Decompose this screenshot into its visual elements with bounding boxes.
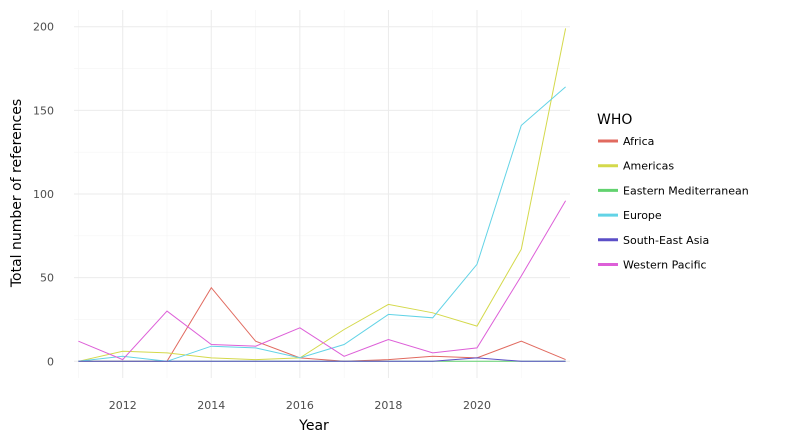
x-tick-label: 2018 <box>374 399 402 412</box>
series-line-americas <box>78 28 567 362</box>
series-line-western-pacific <box>78 200 567 361</box>
x-tick-label: 2016 <box>286 399 314 412</box>
legend: WHO Africa Americas Eastern Mediterranean E… <box>597 112 749 272</box>
legend-label: Europe <box>623 209 662 222</box>
y-tick-label: 150 <box>33 104 54 117</box>
legend-label: Africa <box>623 135 654 148</box>
x-tick-label: 2020 <box>463 399 491 412</box>
series-line-europe <box>78 86 566 362</box>
series-line-south-east-asia <box>78 357 566 362</box>
legend-label: South-East Asia <box>623 234 709 247</box>
legend-label: Eastern Mediterranean <box>623 184 749 197</box>
legend-title: WHO <box>597 112 632 128</box>
x-axis-ticks: 2012 2014 2016 2018 2020 <box>109 399 491 412</box>
y-tick-label: 50 <box>40 272 54 285</box>
x-tick-label: 2014 <box>197 399 225 412</box>
y-axis-ticks: 0 50 100 150 200 <box>33 21 54 369</box>
x-axis-title: Year <box>298 418 329 434</box>
series-lines <box>78 28 567 362</box>
legend-label: Western Pacific <box>623 259 707 272</box>
major-grid <box>74 10 570 378</box>
y-tick-label: 0 <box>47 355 54 368</box>
y-tick-label: 200 <box>33 21 54 34</box>
x-tick-label: 2012 <box>109 399 137 412</box>
y-axis-title: Total number of references <box>9 99 25 288</box>
legend-label: Americas <box>623 160 674 173</box>
y-tick-label: 100 <box>33 188 54 201</box>
